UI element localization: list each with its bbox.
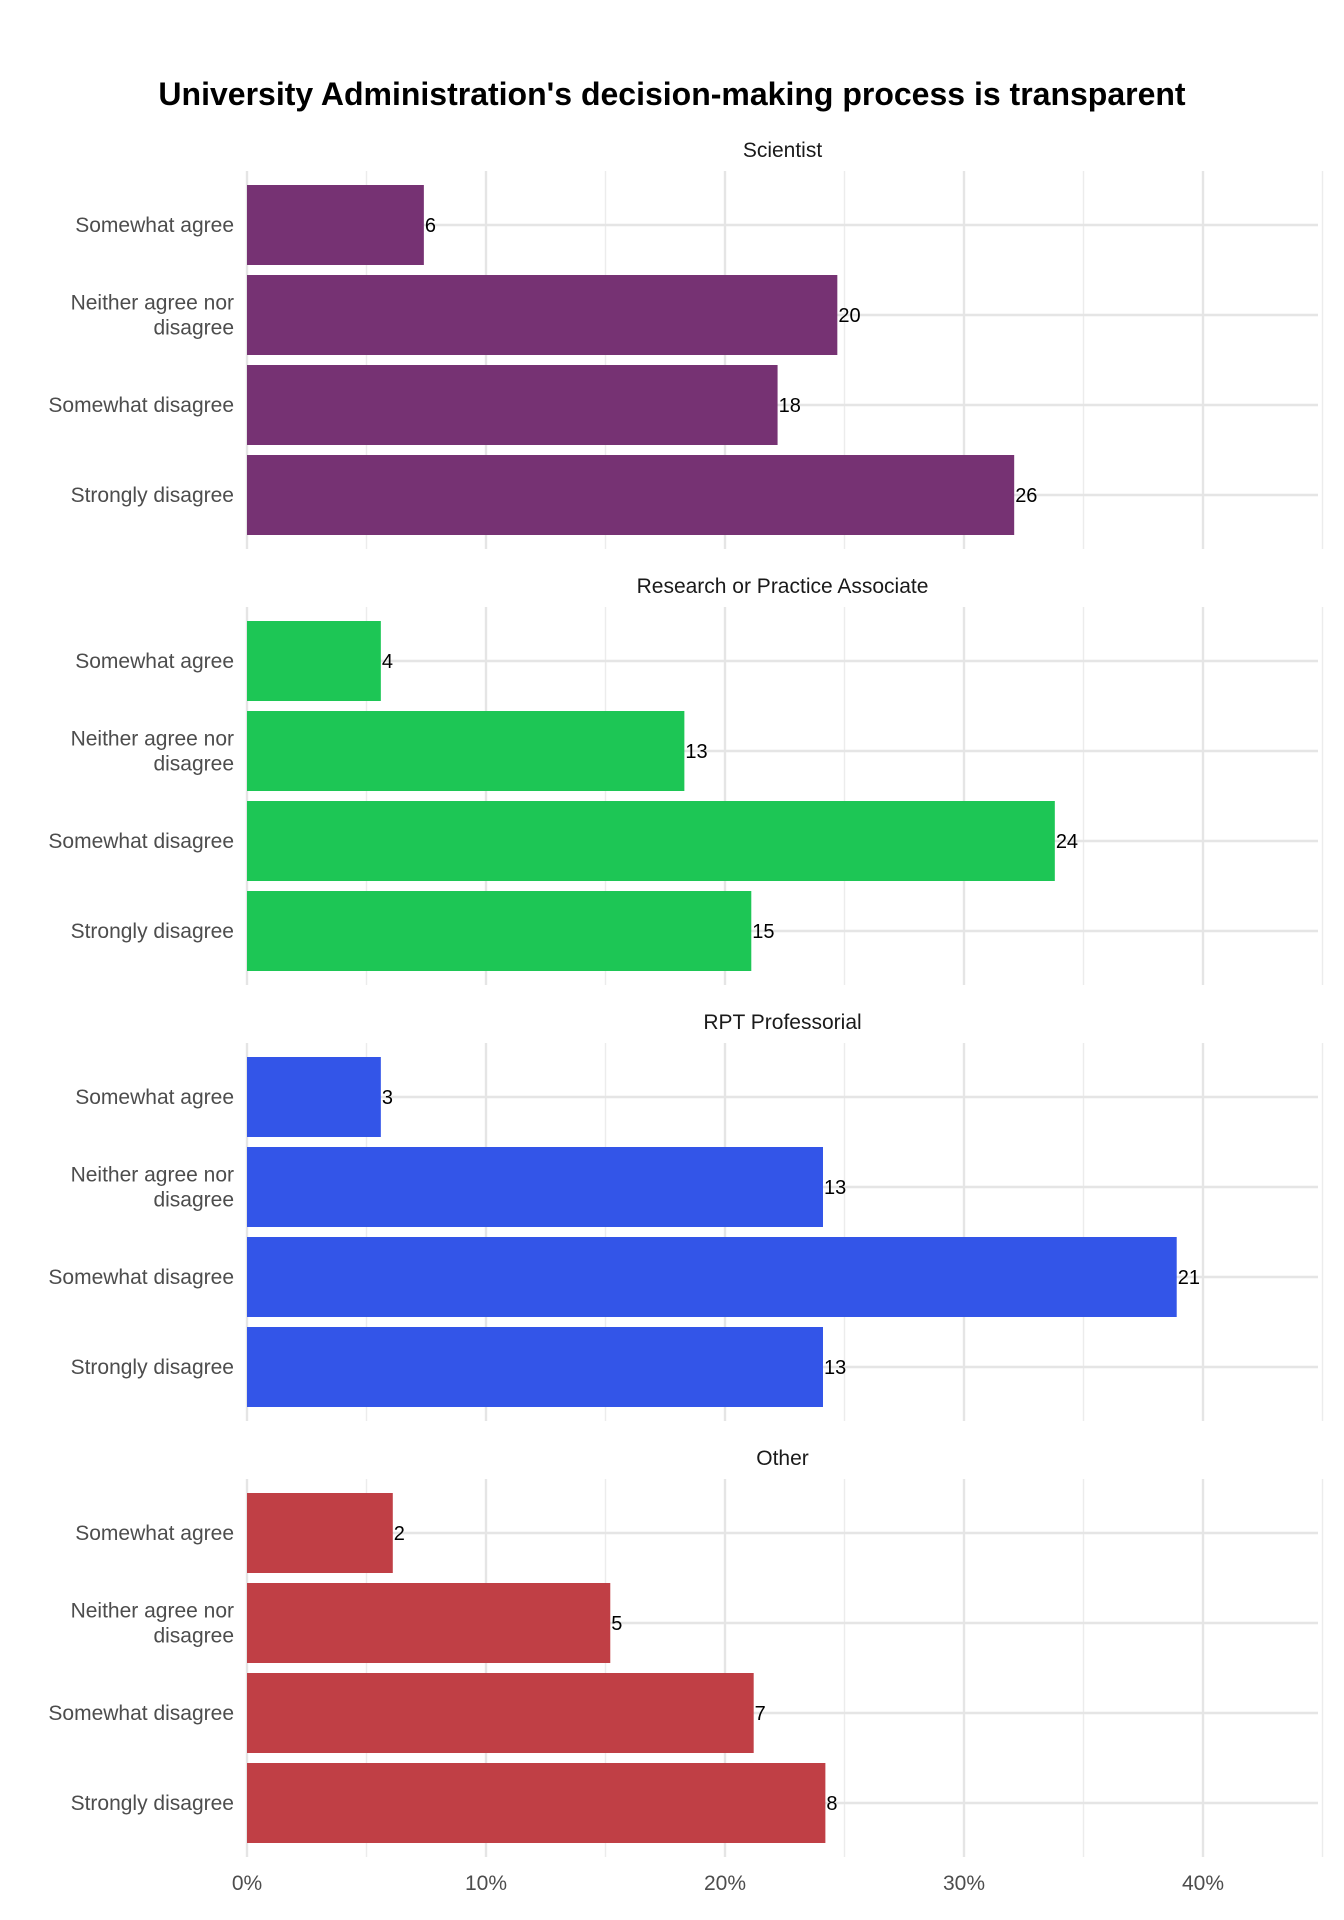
category-label-line: disagree xyxy=(153,1189,234,1212)
category-label-line: disagree xyxy=(153,1625,234,1648)
category-label-line: Somewhat disagree xyxy=(48,394,234,417)
bar-value-label: 21 xyxy=(1178,1267,1200,1289)
facet-label: Research or Practice Associate xyxy=(637,575,929,598)
bar xyxy=(247,275,838,355)
category-label: Strongly disagree xyxy=(71,1356,234,1379)
bar-value-label: 3 xyxy=(382,1087,393,1109)
bar xyxy=(247,1673,754,1753)
facet-label: Other xyxy=(756,1447,809,1470)
bar-value-label: 5 xyxy=(611,1613,622,1635)
bar-value-label: 2 xyxy=(394,1523,405,1545)
category-label: Neither agree nor disagree xyxy=(71,292,234,340)
category-label: Somewhat agree xyxy=(75,1522,234,1545)
category-label-line: disagree xyxy=(153,753,234,776)
bar-value-label: 24 xyxy=(1056,831,1078,853)
bar-value-label: 15 xyxy=(752,921,774,943)
bar xyxy=(247,1147,823,1227)
category-label: Somewhat disagree xyxy=(48,1266,234,1289)
category-label-line: Somewhat disagree xyxy=(48,1266,234,1289)
category-label: Somewhat disagree xyxy=(48,1702,234,1725)
category-label-line: Neither agree nor xyxy=(71,728,234,751)
category-label-line: Neither agree nor xyxy=(71,1600,234,1623)
bar-value-label: 7 xyxy=(755,1703,766,1725)
category-label-line: Somewhat agree xyxy=(75,1522,234,1545)
bar xyxy=(247,1583,611,1663)
category-label-line: Strongly disagree xyxy=(71,1356,234,1379)
category-label-line: Neither agree nor xyxy=(71,1164,234,1187)
category-label: Strongly disagree xyxy=(71,484,234,507)
category-label-line: Somewhat agree xyxy=(75,214,234,237)
facet-panel-0: Scientist 6 Somewhat agree 20 Neither agree … xyxy=(48,139,1324,549)
bar-value-label: 18 xyxy=(779,395,801,417)
category-label: Strongly disagree xyxy=(71,1792,234,1815)
bar-value-label: 13 xyxy=(824,1357,846,1379)
facet-label: RPT Professorial xyxy=(703,1011,861,1034)
bar-value-label: 20 xyxy=(838,305,860,327)
facet-panel-1: Research or Practice Associate 4 Somewhat … xyxy=(48,575,1324,985)
facet-panel-2: RPT Professorial 3 Somewhat agree 13 Neither… xyxy=(48,1011,1324,1421)
bar-value-label: 26 xyxy=(1015,485,1037,507)
category-label: Neither agree nor disagree xyxy=(71,728,234,776)
facet-label: Scientist xyxy=(743,139,823,162)
category-label: Somewhat disagree xyxy=(48,394,234,417)
category-label-line: Somewhat disagree xyxy=(48,830,234,853)
category-label-line: Somewhat disagree xyxy=(48,1702,234,1725)
bar xyxy=(247,1763,826,1843)
chart-title: University Administration's decision-mak… xyxy=(158,76,1186,112)
facet-panel-3: Other 2 Somewhat agree 5 Neither agree nor di… xyxy=(48,1447,1324,1857)
category-label: Neither agree nor disagree xyxy=(71,1164,234,1212)
category-label-line: Strongly disagree xyxy=(71,920,234,943)
x-tick-label: 20% xyxy=(704,1872,746,1895)
category-label-line: Neither agree nor xyxy=(71,292,234,315)
category-label: Somewhat agree xyxy=(75,1086,234,1109)
category-label: Somewhat disagree xyxy=(48,830,234,853)
category-label-line: Somewhat agree xyxy=(75,650,234,673)
category-label: Somewhat agree xyxy=(75,650,234,673)
bar xyxy=(247,185,424,265)
bar xyxy=(247,711,685,791)
bar xyxy=(247,621,381,701)
category-label: Strongly disagree xyxy=(71,920,234,943)
bar xyxy=(247,891,752,971)
bar-value-label: 13 xyxy=(824,1177,846,1199)
bar xyxy=(247,1327,823,1407)
bar-value-label: 8 xyxy=(826,1793,837,1815)
bar xyxy=(247,1493,393,1573)
x-tick-label: 10% xyxy=(465,1872,507,1895)
bar-value-label: 13 xyxy=(685,741,707,763)
bar xyxy=(247,801,1055,881)
bar xyxy=(247,365,778,445)
bar-value-label: 4 xyxy=(382,651,393,673)
category-label: Neither agree nor disagree xyxy=(71,1600,234,1648)
x-tick-label: 0% xyxy=(232,1872,262,1895)
bar xyxy=(247,1057,381,1137)
bar-value-label: 6 xyxy=(425,215,436,237)
category-label-line: disagree xyxy=(153,317,234,340)
category-label-line: Strongly disagree xyxy=(71,1792,234,1815)
bar xyxy=(247,455,1015,535)
x-tick-label: 40% xyxy=(1182,1872,1224,1895)
category-label-line: Somewhat agree xyxy=(75,1086,234,1109)
bar xyxy=(247,1237,1177,1317)
x-tick-label: 30% xyxy=(943,1872,985,1895)
category-label-line: Strongly disagree xyxy=(71,484,234,507)
category-label: Somewhat agree xyxy=(75,214,234,237)
